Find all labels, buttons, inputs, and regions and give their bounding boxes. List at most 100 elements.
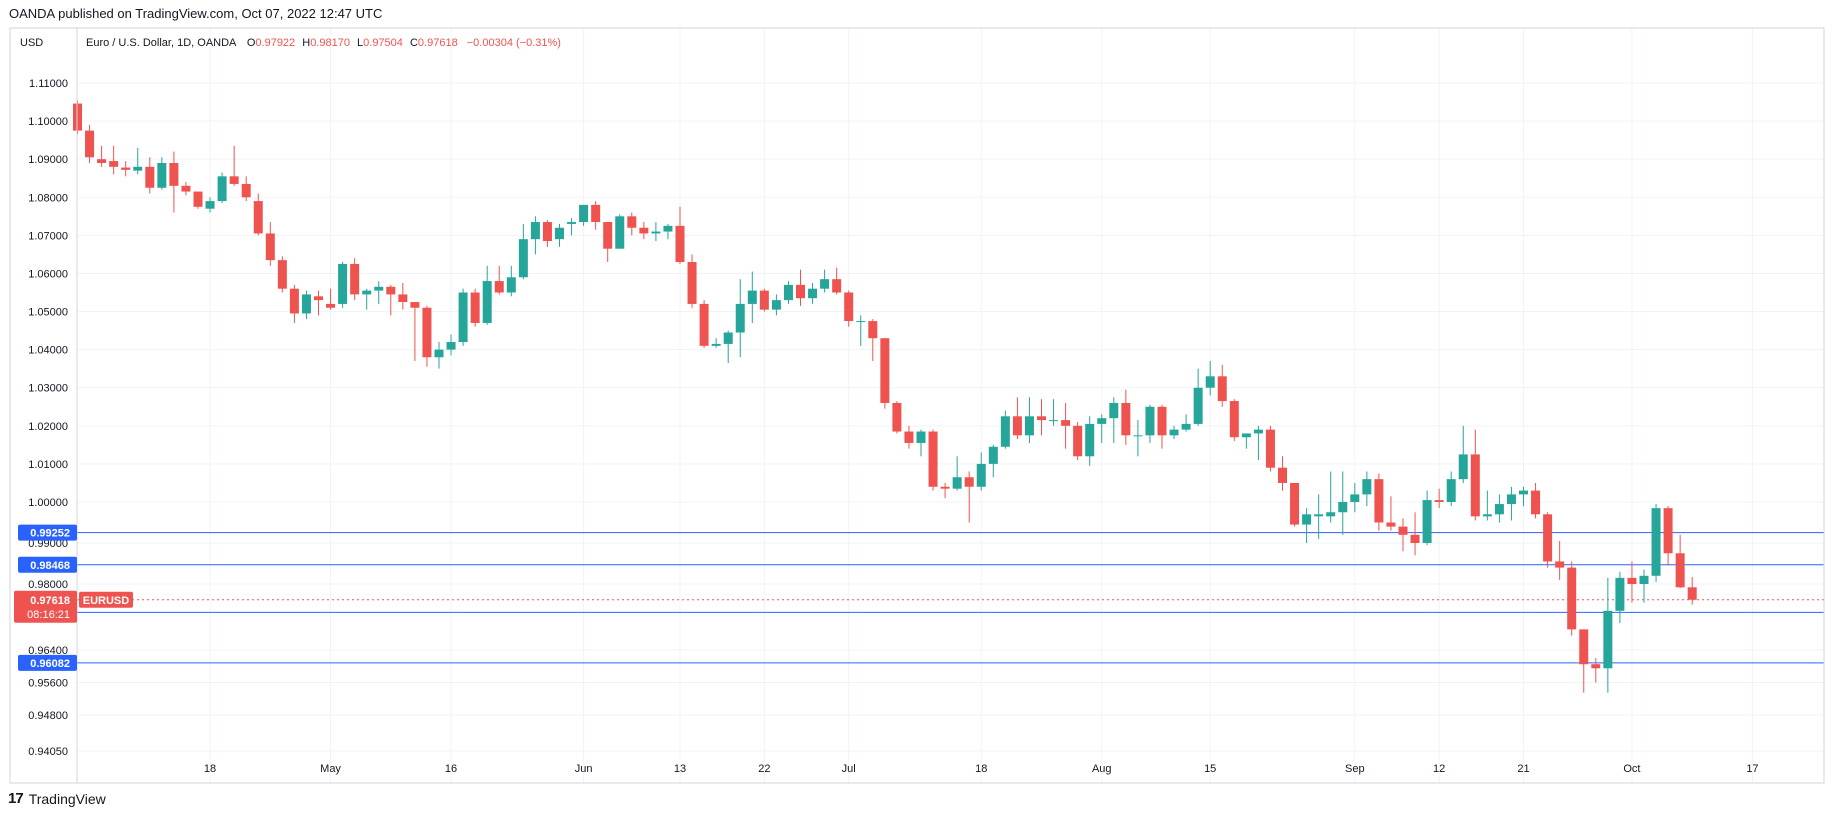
candle-body xyxy=(892,402,902,432)
horizontal-levels xyxy=(77,532,1824,664)
candle-body xyxy=(326,303,336,308)
candle-body xyxy=(1494,504,1504,515)
countdown-label: 08:16:21 xyxy=(27,609,70,621)
candle-body xyxy=(1049,420,1059,422)
candle-body xyxy=(988,446,998,464)
candle-body xyxy=(711,343,721,346)
candle-body xyxy=(1205,376,1215,388)
price-tick-label: 0.94800 xyxy=(28,710,68,722)
candle-body xyxy=(1410,534,1420,543)
footer[interactable]: 17 TradingView xyxy=(8,790,106,807)
candle-body xyxy=(952,477,962,489)
candle-body xyxy=(422,307,432,358)
candle-body xyxy=(386,286,396,295)
candle-body xyxy=(1193,387,1203,424)
candle-body xyxy=(229,176,239,184)
price-tick-label: 0.95600 xyxy=(28,678,68,690)
price-tick-label: 1.06000 xyxy=(28,268,68,280)
candle-body xyxy=(530,222,540,240)
level-price-label: 0.96082 xyxy=(30,658,70,670)
candle-body xyxy=(494,281,504,293)
candle-body xyxy=(904,431,914,443)
candle-body xyxy=(651,231,661,234)
candle-body xyxy=(434,349,444,358)
candle-body xyxy=(1350,494,1360,502)
candle-body xyxy=(964,477,974,487)
candle-body xyxy=(1663,508,1673,554)
level-price-label: 0.98468 xyxy=(30,560,70,572)
candle-body xyxy=(482,281,492,323)
candle-body xyxy=(145,166,155,188)
candle-body xyxy=(506,277,516,293)
candle-body xyxy=(301,294,311,314)
candle-body xyxy=(940,486,950,489)
candle-body xyxy=(1181,423,1191,430)
price-chart[interactable]: 1.11000 1.10000 1.09000 1.08000 1.07000 1.060… xyxy=(0,0,1834,790)
time-tick-label: 18 xyxy=(975,763,987,775)
candle-body xyxy=(1591,664,1601,669)
candle-body xyxy=(1024,416,1034,436)
candle-body xyxy=(1290,482,1300,525)
candle-body xyxy=(1398,526,1408,535)
candle-body xyxy=(169,162,179,186)
price-tick-label: 1.10000 xyxy=(28,116,68,128)
candle-body xyxy=(1012,416,1022,436)
candle-body xyxy=(446,342,456,350)
candle-body xyxy=(844,292,854,322)
candle-body xyxy=(1073,425,1083,457)
candle-body xyxy=(398,294,408,303)
level-price-label: 0.99252 xyxy=(30,528,70,540)
candle-body xyxy=(193,191,203,207)
time-tick-label: Jul xyxy=(842,763,856,775)
time-tick-label: Sep xyxy=(1345,763,1365,775)
time-tick-label: 18 xyxy=(204,763,216,775)
candle-body xyxy=(1519,490,1528,495)
plot-border xyxy=(76,27,1825,784)
candle-body xyxy=(277,260,287,289)
candle-body xyxy=(928,431,938,487)
candle-body xyxy=(735,303,745,333)
candle-body xyxy=(1338,502,1348,513)
candle-body xyxy=(868,321,878,339)
candle-body xyxy=(1482,514,1492,517)
candle-body xyxy=(1109,402,1119,419)
candle-body xyxy=(1506,494,1516,505)
tradingview-logo-icon: 17 xyxy=(8,790,24,807)
candle-body xyxy=(217,176,227,202)
candle-body xyxy=(1133,435,1143,437)
level-price-tag xyxy=(18,556,77,573)
candle-body xyxy=(289,288,299,314)
candle-body xyxy=(1145,406,1155,436)
candle-body xyxy=(1627,577,1637,584)
candle-body xyxy=(1217,376,1227,402)
candle-body xyxy=(1097,418,1107,424)
candle-body xyxy=(410,302,420,308)
price-tick-label: 1.09000 xyxy=(28,154,68,166)
candle-body xyxy=(771,300,781,310)
price-tick-label: 1.01000 xyxy=(28,459,68,471)
candle-body xyxy=(338,263,348,304)
price-tick-label: 0.98000 xyxy=(28,579,68,591)
candle-body xyxy=(603,222,613,249)
candle-body xyxy=(1000,416,1010,447)
candle-body xyxy=(687,262,697,304)
last-price-label: 0.97618 xyxy=(30,595,70,607)
candle-body xyxy=(1567,567,1577,630)
candle-body xyxy=(1085,423,1095,457)
price-tick-label: 1.04000 xyxy=(28,345,68,357)
candle-body xyxy=(85,130,95,158)
candle-body xyxy=(350,263,360,295)
candle-body xyxy=(820,279,830,289)
candle-body xyxy=(362,290,372,295)
candle-body xyxy=(542,222,552,242)
candle-body xyxy=(470,292,480,323)
candle-body xyxy=(747,290,757,304)
candle-body xyxy=(97,159,107,163)
time-tick-label: 13 xyxy=(674,763,686,775)
candle-body xyxy=(579,204,589,223)
candle-body xyxy=(1458,454,1468,480)
price-tags: 0.992520.984680.973130.960820.9761808:16… xyxy=(14,524,133,671)
candle-body xyxy=(518,239,528,278)
candle-body xyxy=(856,321,866,323)
candle-body xyxy=(1229,401,1239,438)
